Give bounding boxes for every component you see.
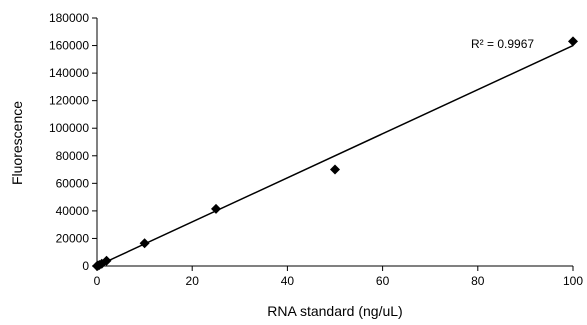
y-tick-label: 180000 [49, 11, 89, 25]
data-point [139, 238, 150, 249]
x-tick-label: 0 [94, 274, 101, 288]
data-points [92, 36, 578, 271]
y-tick-label: 160000 [49, 39, 89, 53]
axes [96, 18, 573, 267]
x-tick-label: 20 [186, 274, 200, 288]
y-tick-label: 60000 [56, 176, 90, 190]
data-point [568, 36, 578, 47]
data-point [101, 255, 112, 266]
y-axis-title: Fluorescence [9, 101, 25, 185]
y-axis-ticks: 0 20000 40000 60000 80000 100000 120000 140000 1… [49, 11, 97, 273]
x-tick-label: 40 [281, 274, 295, 288]
x-axis-title: RNA standard (ng/uL) [267, 303, 402, 319]
x-tick-label: 100 [563, 274, 583, 288]
y-tick-label: 100000 [49, 121, 89, 135]
y-tick-label: 140000 [49, 66, 89, 80]
y-tick-label: 20000 [56, 231, 90, 245]
y-tick-label: 0 [82, 259, 89, 273]
x-tick-label: 80 [471, 274, 485, 288]
x-axis-ticks: 0 20 40 60 80 100 [94, 266, 583, 288]
r-squared-annotation: R² = 0.9967 [471, 37, 534, 51]
y-tick-label: 80000 [56, 149, 90, 163]
data-point [211, 203, 221, 214]
data-point [330, 164, 340, 175]
trendline [96, 44, 574, 267]
y-tick-label: 120000 [49, 94, 89, 108]
x-tick-label: 60 [376, 274, 390, 288]
y-tick-label: 40000 [56, 204, 90, 218]
